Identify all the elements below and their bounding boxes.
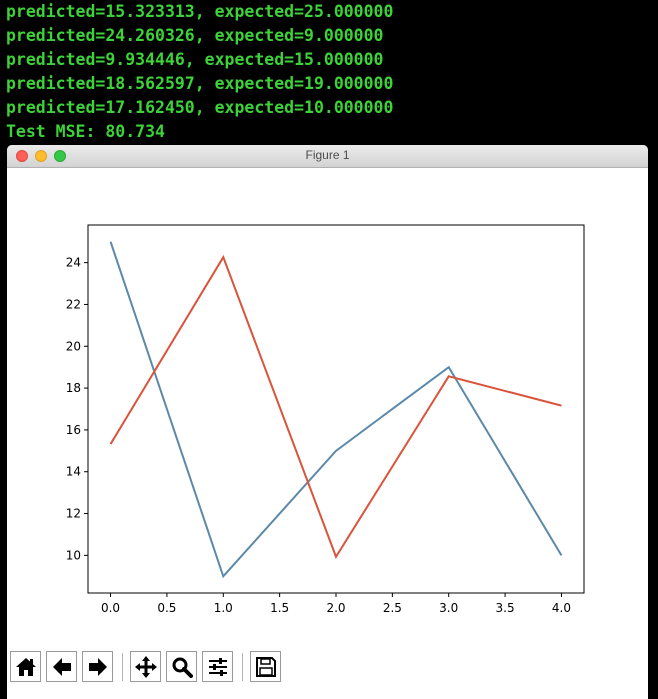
terminal-line: predicted=9.934446, expected=15.000000 xyxy=(6,50,384,69)
x-tick-label: 0.0 xyxy=(101,601,120,615)
toolbar-separator xyxy=(122,653,123,681)
terminal-line: predicted=18.562597, expected=19.000000 xyxy=(6,74,394,93)
close-window-button[interactable] xyxy=(16,150,28,162)
x-tick-label: 3.0 xyxy=(439,601,458,615)
zoom-icon xyxy=(172,657,193,678)
terminal-line: predicted=17.162450, expected=10.000000 xyxy=(6,98,394,117)
x-tick-label: 0.5 xyxy=(157,601,176,615)
plot-frame xyxy=(87,224,585,594)
x-tick-label: 4.0 xyxy=(552,601,571,615)
maximize-window-button[interactable] xyxy=(54,150,66,162)
y-tick-label: 12 xyxy=(66,507,81,521)
y-tick-label: 22 xyxy=(66,297,81,311)
pan-button[interactable] xyxy=(130,651,161,682)
x-tick-label: 1.0 xyxy=(214,601,233,615)
terminal-line: predicted=24.260326, expected=9.000000 xyxy=(6,26,384,45)
configure-subplots-button[interactable] xyxy=(202,651,233,682)
y-tick-label: 16 xyxy=(66,423,81,437)
save-icon xyxy=(255,656,276,677)
terminal-line: Test MSE: 80.734 xyxy=(6,122,165,141)
forward-button[interactable] xyxy=(82,651,113,682)
figure-window: Figure 1 0.0 0.5 1.0 1.5 2.0 2.5 3.0 3.5 4.0 10 12… xyxy=(7,145,648,699)
terminal-line: predicted=15.323313, expected=25.000000 xyxy=(6,2,394,21)
sliders-icon xyxy=(208,657,227,676)
save-button[interactable] xyxy=(250,651,281,682)
x-tick-label: 3.5 xyxy=(496,601,515,615)
line-chart[interactable]: 0.0 0.5 1.0 1.5 2.0 2.5 3.0 3.5 4.0 10 12 14 16 18 20 2… xyxy=(7,168,648,648)
forward-arrow-icon xyxy=(88,657,107,676)
plot-toolbar xyxy=(10,651,640,687)
toolbar-separator xyxy=(242,653,243,681)
x-tick-label: 2.5 xyxy=(383,601,402,615)
y-tick-label: 18 xyxy=(66,381,81,395)
window-titlebar[interactable]: Figure 1 xyxy=(7,145,648,168)
back-arrow-icon xyxy=(52,657,71,676)
x-tick-label: 1.5 xyxy=(270,601,289,615)
y-tick-label: 20 xyxy=(66,339,81,353)
pan-icon xyxy=(134,655,157,678)
x-tick-label: 2.0 xyxy=(326,601,345,615)
zoom-button[interactable] xyxy=(166,651,197,682)
series-line-0 xyxy=(109,241,563,579)
y-tick-label: 14 xyxy=(66,465,81,479)
home-icon xyxy=(15,657,36,676)
y-tick-label: 24 xyxy=(66,256,81,270)
home-button[interactable] xyxy=(10,651,41,682)
series-line-1 xyxy=(109,254,562,559)
y-tick-label: 10 xyxy=(66,548,81,562)
minimize-window-button[interactable] xyxy=(35,150,47,162)
back-button[interactable] xyxy=(46,651,77,682)
window-title: Figure 1 xyxy=(305,148,350,162)
terminal-output: predicted=15.323313, expected=25.000000 … xyxy=(0,0,658,150)
